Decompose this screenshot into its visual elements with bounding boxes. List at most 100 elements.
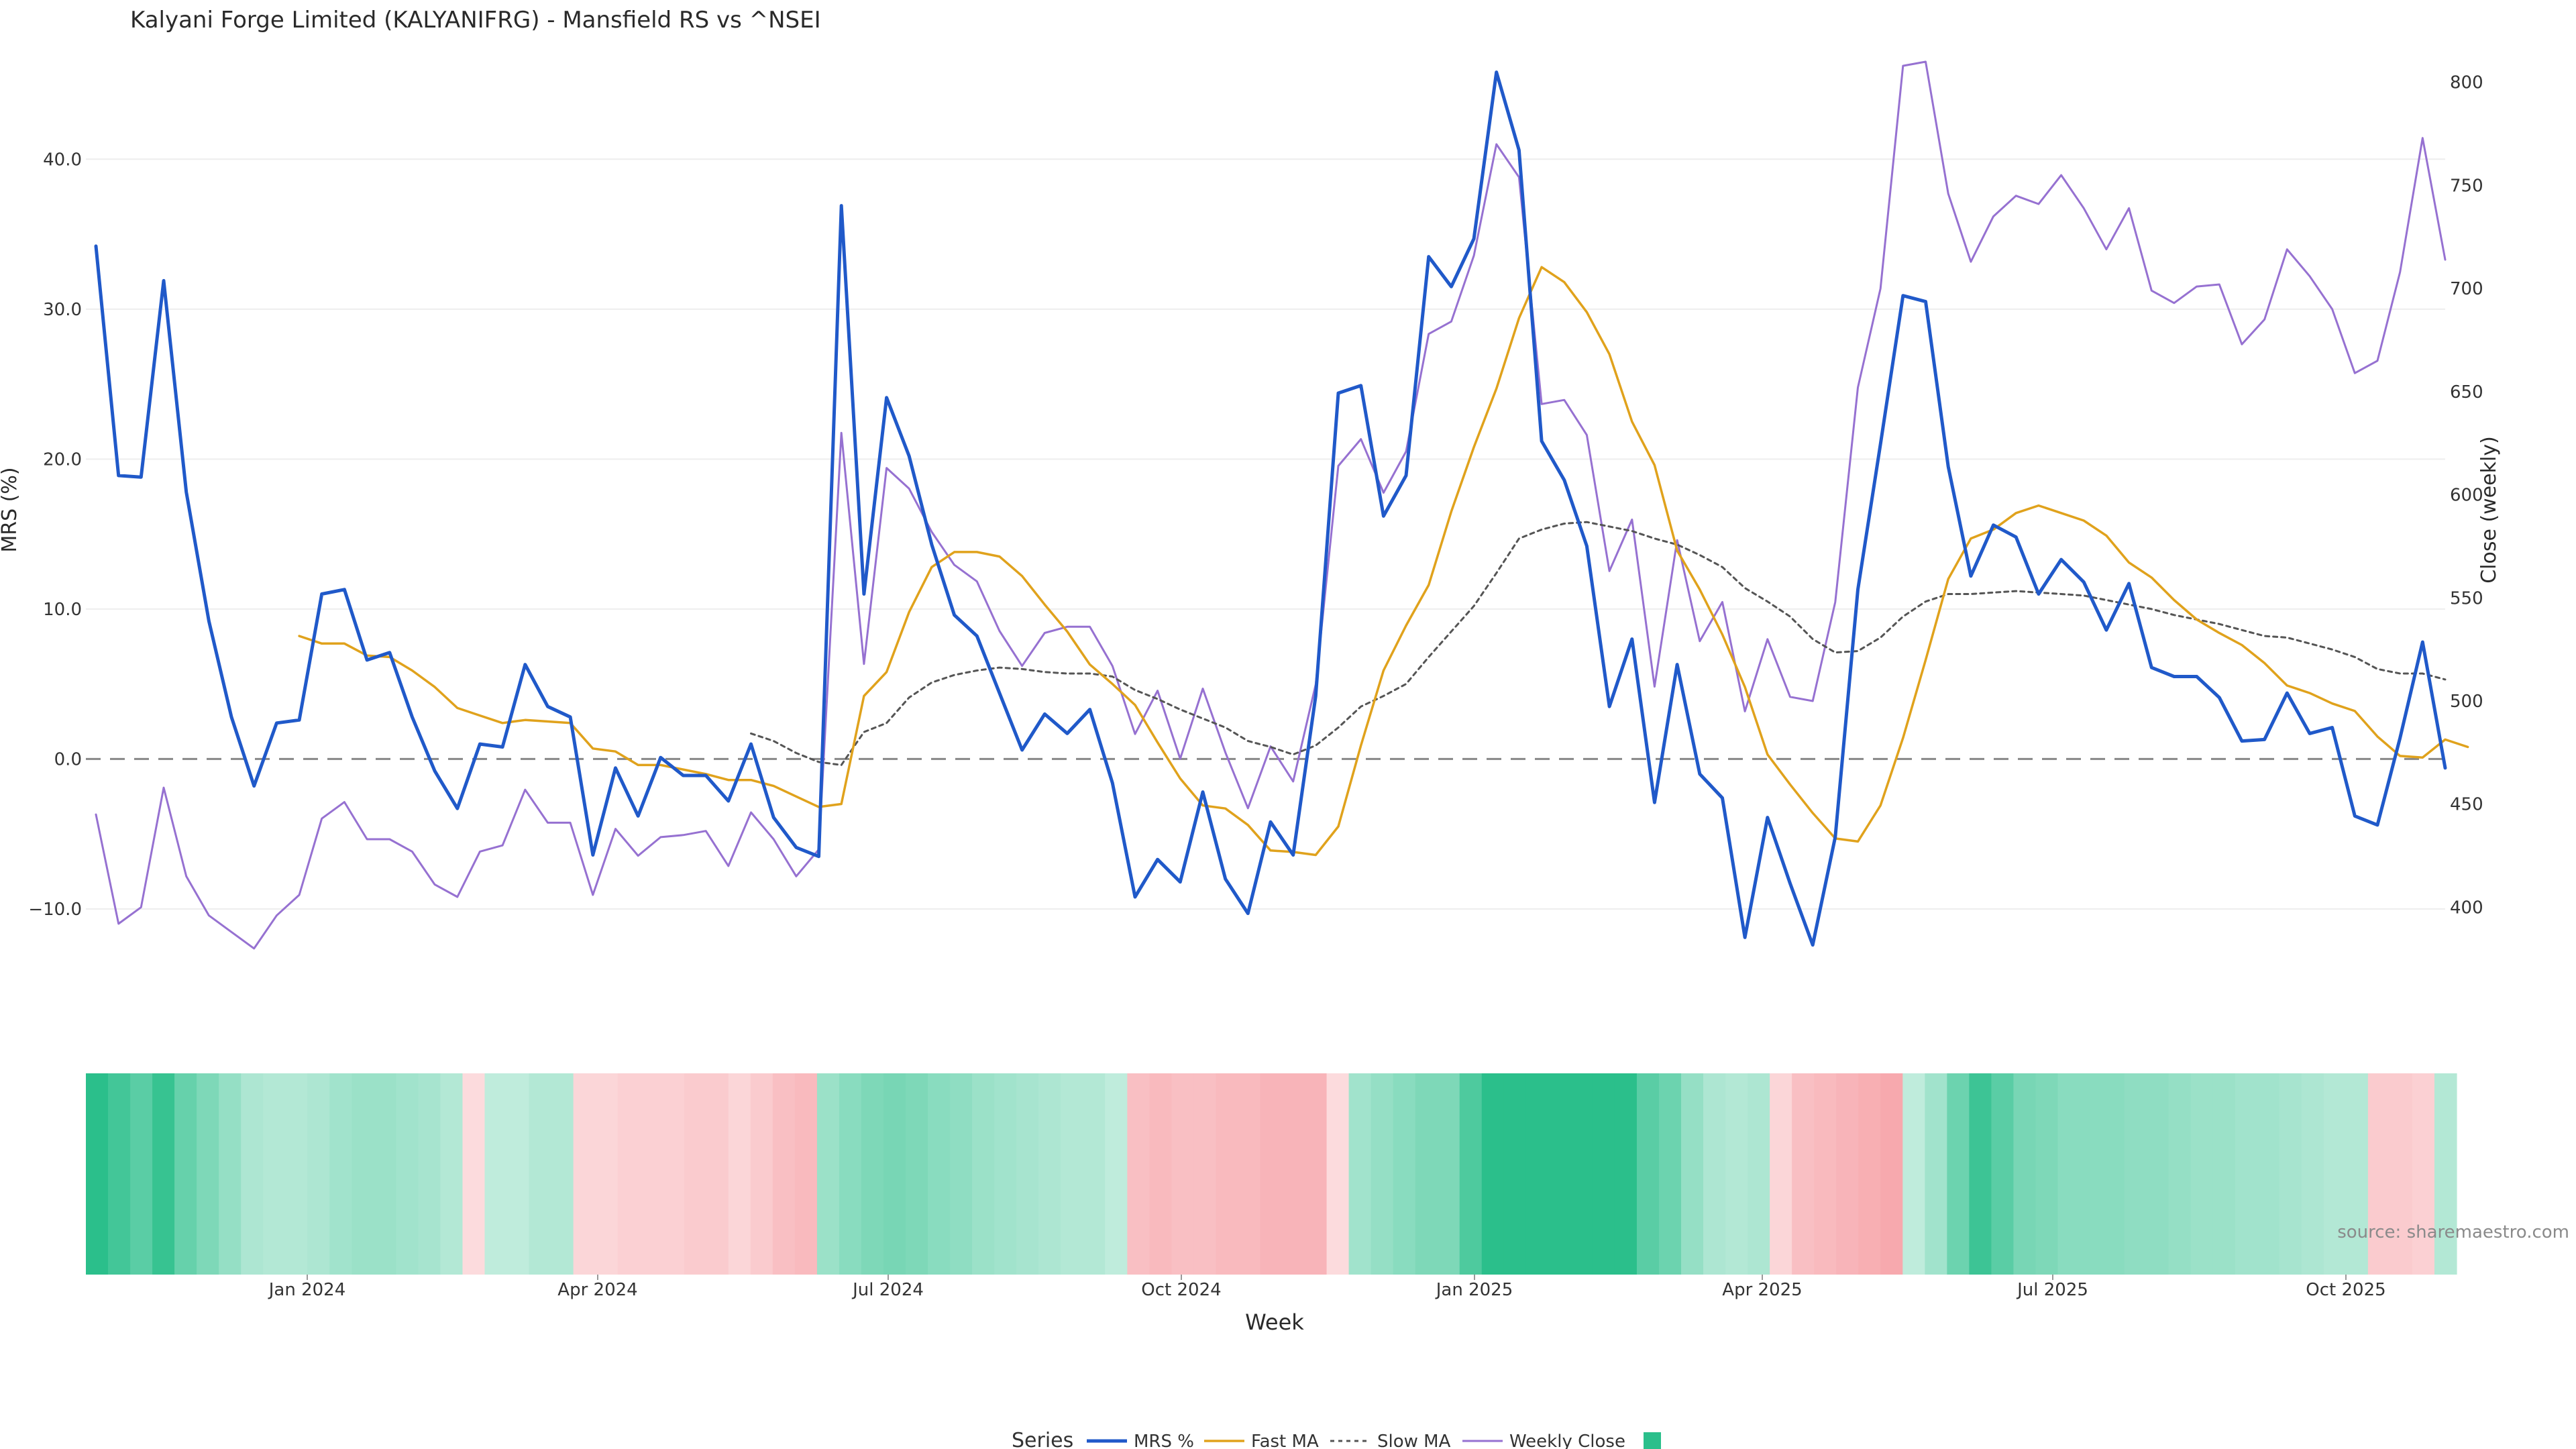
- legend-label: Fast MA: [1251, 1432, 1319, 1449]
- heatmap-cell: [1171, 1073, 1194, 1275]
- heatmap-cell: [1016, 1073, 1039, 1275]
- heatmap-cell: [285, 1073, 308, 1275]
- heatmap-cell: [2301, 1073, 2324, 1275]
- heatmap-cell: [706, 1073, 729, 1275]
- left-tick-label: 0.0: [54, 749, 82, 769]
- heatmap-cell: [883, 1073, 906, 1275]
- heatmap-cell: [573, 1073, 596, 1275]
- heatmap-cell: [1238, 1073, 1261, 1275]
- heatmap-cell: [2212, 1073, 2236, 1275]
- heatmap-cell: [2168, 1073, 2192, 1275]
- heatmap-cell: [418, 1073, 441, 1275]
- heatmap-cell: [462, 1073, 486, 1275]
- series-layer: [94, 60, 2469, 950]
- heatmap-cell: [1969, 1073, 1992, 1275]
- heatmap-cell: [1947, 1073, 1970, 1275]
- left-tick-label: 30.0: [43, 300, 82, 320]
- heatmap-cell: [506, 1073, 530, 1275]
- heatmap-cell: [1503, 1073, 1527, 1275]
- heatmap-cell: [2057, 1073, 2081, 1275]
- right-tick-label: 600: [2450, 486, 2483, 506]
- right-tick-label: 800: [2450, 73, 2483, 93]
- heatmap-cell: [152, 1073, 175, 1275]
- right-tick-label: 700: [2450, 279, 2483, 299]
- heatmap-cell: [1437, 1073, 1460, 1275]
- heatmap-cell: [551, 1073, 574, 1275]
- right-axis-title: Close (weekly): [2477, 436, 2501, 584]
- heatmap-cell: [1415, 1073, 1438, 1275]
- heatmap-cell: [396, 1073, 419, 1275]
- heatmap-cell: [174, 1073, 197, 1275]
- right-tick-label: 550: [2450, 588, 2483, 608]
- left-tick-label: 10.0: [43, 600, 82, 620]
- heatmap-cell: [617, 1073, 641, 1275]
- left-tick-label: −10.0: [28, 900, 82, 920]
- chart-title: Kalyani Forge Limited (KALYANIFRG) - Man…: [130, 7, 821, 34]
- heatmap-cell: [1792, 1073, 1815, 1275]
- heatmap-cell: [1548, 1073, 1571, 1275]
- heatmap-cell: [972, 1073, 995, 1275]
- x-axis: Jan 2024 Apr 2024 Jul 2024 Oct 2024 Jan 2025…: [268, 1275, 2386, 1300]
- heatmap-cell: [1105, 1073, 1128, 1275]
- heatmap-cell: [728, 1073, 751, 1275]
- heatmap-cell: [772, 1073, 796, 1275]
- heatmap-cell: [1459, 1073, 1483, 1275]
- left-tick-label: 20.0: [43, 449, 82, 470]
- heatmap-cell: [639, 1073, 663, 1275]
- heatmap-cell: [950, 1073, 973, 1275]
- series-line-slow-ma: [750, 521, 2447, 766]
- x-tick-label: Apr 2024: [557, 1280, 637, 1300]
- heatmap-cell: [839, 1073, 862, 1275]
- heatmap-cell: [1725, 1073, 1748, 1275]
- heatmap-cell: [1570, 1073, 1593, 1275]
- heatmap-cell: [928, 1073, 951, 1275]
- heatmap-cell: [994, 1073, 1017, 1275]
- heatmap-cell: [484, 1073, 508, 1275]
- heatmap-cell: [2146, 1073, 2169, 1275]
- heatmap-cell: [2190, 1073, 2214, 1275]
- heatmap-cell: [2013, 1073, 2037, 1275]
- heatmap-cell: [1149, 1073, 1172, 1275]
- heatmap-cell: [2279, 1073, 2302, 1275]
- heatmap-cell: [529, 1073, 552, 1275]
- heatmap-cell: [1393, 1073, 1416, 1275]
- heatmap-cell: [86, 1073, 109, 1275]
- left-tick-label: 40.0: [43, 150, 82, 170]
- x-tick-label: Jan 2024: [268, 1280, 346, 1300]
- legend-title: Series: [1012, 1429, 1073, 1449]
- heatmap-cell: [374, 1073, 396, 1275]
- heatmap-cell: [1326, 1073, 1350, 1275]
- right-axis: 800 750 700 650 600 550 500 450 400: [2450, 73, 2483, 918]
- legend-label: Slow MA: [1377, 1432, 1451, 1449]
- heatmap-cell: [1348, 1073, 1372, 1275]
- heatmap-cell: [2235, 1073, 2258, 1275]
- heatmap-cell: [2367, 1073, 2391, 1275]
- heatmap-cell: [1681, 1073, 1704, 1275]
- heatmap-cell: [2102, 1073, 2125, 1275]
- heatmap-cell: [1592, 1073, 1615, 1275]
- heatmap-cell: [1925, 1073, 1947, 1275]
- heatmap-cell: [440, 1073, 464, 1275]
- heatmap-cell: [1858, 1073, 1881, 1275]
- heatmap-cell: [1304, 1073, 1328, 1275]
- heatmap-cell: [263, 1073, 286, 1275]
- series-line-weekly-close: [95, 60, 2447, 950]
- heatmap-cell: [2412, 1073, 2435, 1275]
- heatmap-cell: [2434, 1073, 2457, 1275]
- x-tick-label: Jul 2024: [851, 1280, 924, 1300]
- heatmap-cell: [329, 1073, 352, 1275]
- heatmap-cell: [1481, 1073, 1505, 1275]
- heatmap-cell: [1836, 1073, 1859, 1275]
- heatmap-cell: [1770, 1073, 1792, 1275]
- legend-label: Weekly Close: [1509, 1432, 1625, 1449]
- heatmap-strip: [86, 1073, 2457, 1275]
- x-tick-label: Apr 2025: [1722, 1280, 1802, 1300]
- heatmap-cell: [1525, 1073, 1549, 1275]
- heatmap-cell: [2345, 1073, 2369, 1275]
- x-tick-label: Oct 2025: [2306, 1280, 2385, 1300]
- heatmap-cell: [219, 1073, 241, 1275]
- right-tick-label: 400: [2450, 898, 2483, 918]
- right-tick-label: 450: [2450, 795, 2483, 815]
- x-tick-label: Oct 2024: [1141, 1280, 1221, 1300]
- heatmap-cell: [1282, 1073, 1305, 1275]
